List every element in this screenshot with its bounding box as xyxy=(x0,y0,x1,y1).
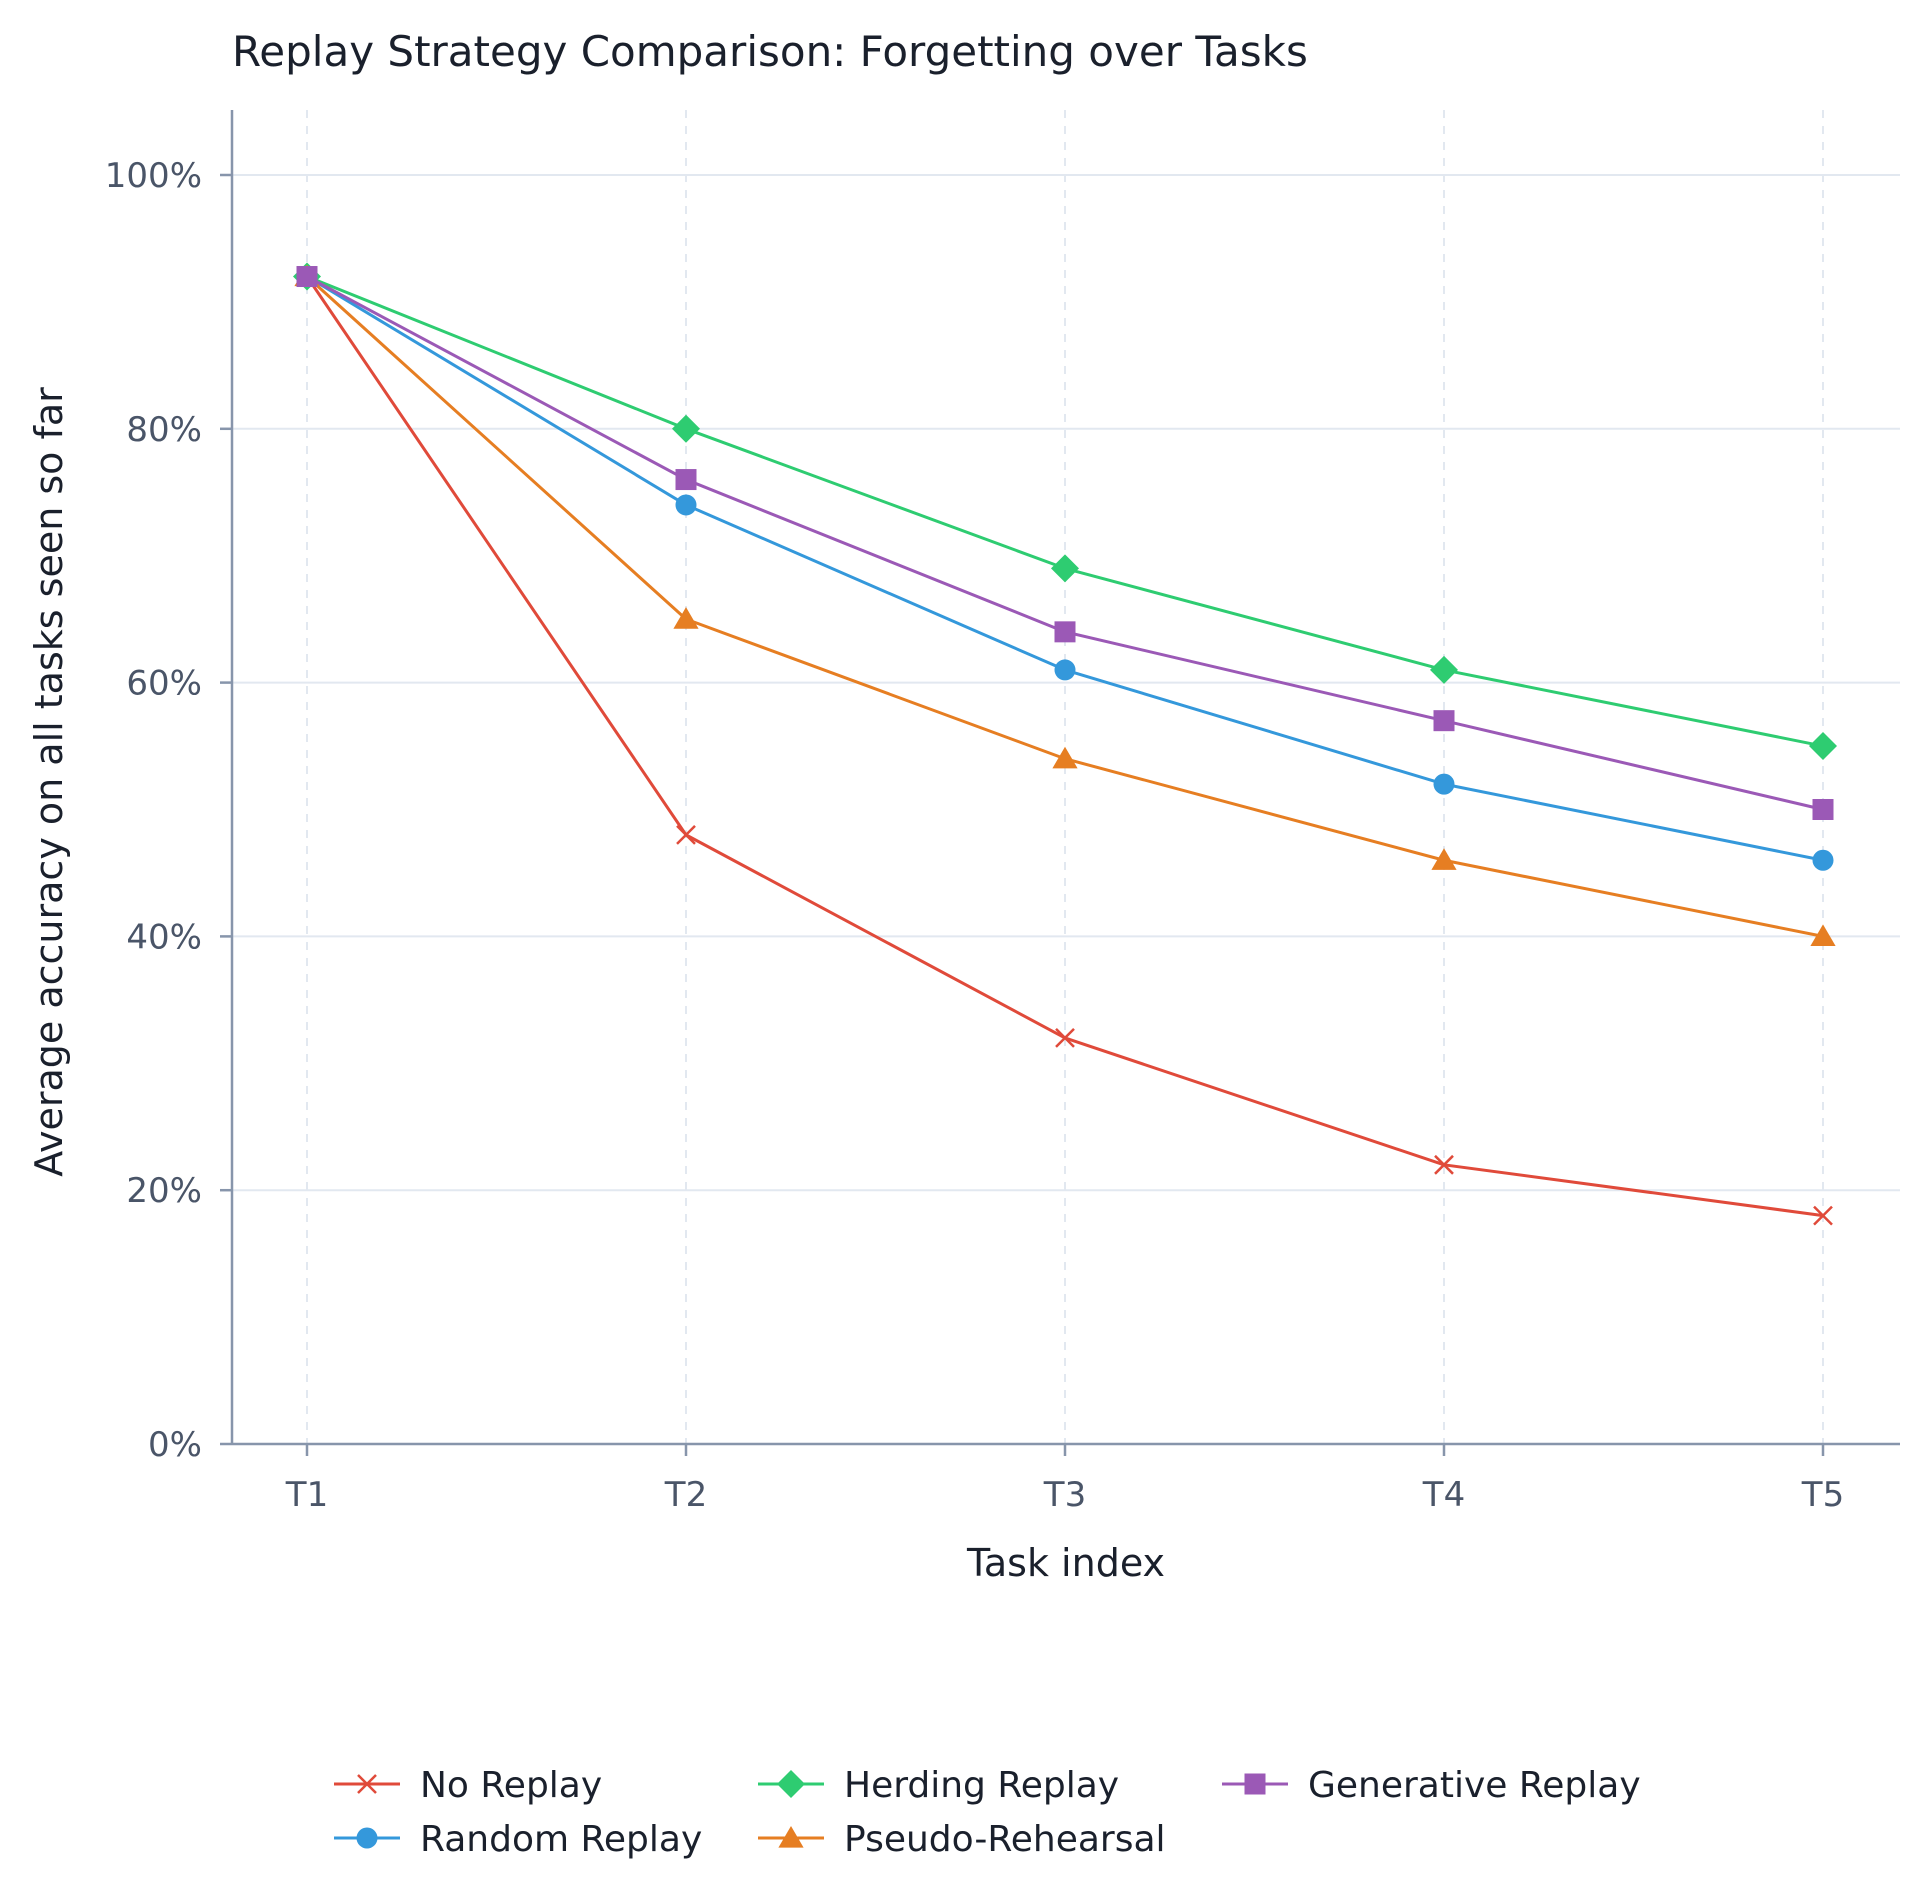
x-tick-label: T4 xyxy=(1422,1475,1465,1515)
data-point xyxy=(1433,773,1455,795)
legend-marker xyxy=(356,1827,378,1849)
legend-label: Pseudo-Rehearsal xyxy=(844,1819,1166,1860)
grid xyxy=(232,110,1900,1444)
data-point xyxy=(1052,746,1078,769)
data-point xyxy=(1812,849,1834,871)
x-tick-label: T3 xyxy=(1043,1475,1086,1515)
data-point xyxy=(1054,621,1076,643)
data-point xyxy=(672,414,700,443)
data-point xyxy=(1430,655,1458,684)
data-point xyxy=(1433,710,1455,732)
y-tick-label: 0% xyxy=(148,1425,202,1465)
y-axis-label: Average accuracy on all tasks seen so fa… xyxy=(27,387,71,1177)
legend-marker xyxy=(1244,1773,1266,1795)
series-lines xyxy=(293,262,1837,1226)
x-tick-label: T1 xyxy=(285,1475,328,1515)
legend-item: No Replay xyxy=(334,1765,602,1806)
data-point xyxy=(675,494,697,516)
legend-item: Pseudo-Rehearsal xyxy=(758,1819,1166,1860)
legend-marker xyxy=(357,1774,377,1794)
legend: No Replay Random Replay Herding Replay Pseu… xyxy=(334,1765,1641,1860)
data-point xyxy=(1809,732,1837,761)
y-tick-label: 100% xyxy=(105,156,202,196)
axes xyxy=(230,110,1900,1446)
y-tick-label: 40% xyxy=(126,917,202,957)
series-generative-replay xyxy=(296,266,1834,820)
data-point xyxy=(1055,1028,1075,1048)
y-tick-label: 60% xyxy=(126,664,202,704)
data-point xyxy=(1054,659,1076,681)
legend-label: Random Replay xyxy=(420,1819,702,1860)
y-tick-label: 80% xyxy=(126,410,202,450)
legend-item: Herding Replay xyxy=(758,1765,1119,1806)
x-axis-label: Task index xyxy=(966,1541,1165,1585)
x-tick-label: T5 xyxy=(1801,1475,1844,1515)
legend-marker xyxy=(778,1826,804,1848)
data-point xyxy=(1810,924,1836,946)
legend-marker xyxy=(777,1770,805,1798)
data-point xyxy=(673,607,699,629)
legend-label: Generative Replay xyxy=(1308,1765,1641,1806)
chart-title: Replay Strategy Comparison: Forgetting o… xyxy=(232,27,1308,76)
data-point xyxy=(1812,799,1834,820)
legend-item: Random Replay xyxy=(334,1819,702,1860)
data-point xyxy=(1813,1205,1833,1226)
data-point xyxy=(296,266,318,288)
data-point xyxy=(676,824,696,845)
data-point xyxy=(675,469,697,491)
legend-item: Generative Replay xyxy=(1222,1765,1641,1806)
data-point xyxy=(1434,1154,1454,1175)
data-point xyxy=(1431,848,1457,870)
legend-label: No Replay xyxy=(420,1765,602,1806)
x-tick-label: T2 xyxy=(664,1475,707,1515)
data-point xyxy=(1051,554,1079,583)
legend-label: Herding Replay xyxy=(844,1765,1119,1806)
y-tick-label: 20% xyxy=(126,1171,202,1211)
tick-labels: 0% 20% 40% 60% 80% 100% T1 T2 T3 T4 T5 xyxy=(105,156,1844,1515)
